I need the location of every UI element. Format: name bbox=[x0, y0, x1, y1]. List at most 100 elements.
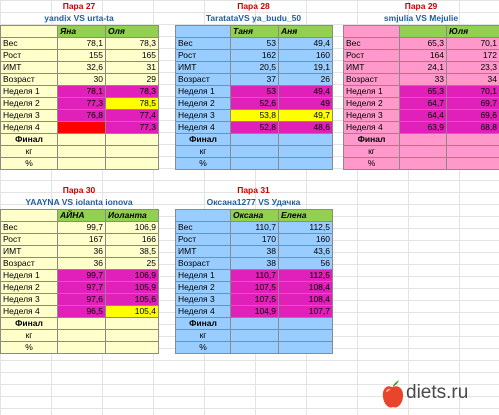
row-label[interactable]: Неделя 1 bbox=[0, 269, 58, 282]
value-cell[interactable] bbox=[57, 133, 106, 146]
row-label[interactable]: Неделя 3 bbox=[0, 293, 58, 306]
row-label[interactable]: Неделя 2 bbox=[0, 281, 58, 294]
header-corner[interactable] bbox=[175, 25, 231, 38]
value-cell[interactable]: 70,1 bbox=[446, 37, 499, 50]
value-cell[interactable]: 53 bbox=[230, 37, 279, 50]
value-cell[interactable] bbox=[57, 157, 106, 170]
row-label[interactable]: кг bbox=[175, 329, 231, 342]
row-label[interactable]: Неделя 3 bbox=[175, 293, 231, 306]
value-cell[interactable]: 65,3 bbox=[399, 37, 447, 50]
value-cell[interactable] bbox=[105, 329, 159, 342]
value-cell[interactable] bbox=[57, 341, 106, 354]
value-cell[interactable]: 167 bbox=[57, 233, 106, 246]
value-cell[interactable]: 99,7 bbox=[57, 269, 106, 282]
row-label[interactable]: Неделя 1 bbox=[175, 269, 231, 282]
value-cell[interactable] bbox=[278, 341, 333, 354]
row-label[interactable]: ИМТ bbox=[175, 61, 231, 74]
row-label[interactable]: Рост bbox=[0, 49, 58, 62]
value-cell[interactable]: 63,9 bbox=[399, 121, 447, 134]
row-label[interactable]: кг bbox=[175, 145, 231, 158]
value-cell[interactable]: 105,9 bbox=[105, 281, 159, 294]
row-label[interactable]: ИМТ bbox=[175, 245, 231, 258]
value-cell[interactable]: 78,5 bbox=[105, 97, 159, 110]
row-label[interactable]: Неделя 1 bbox=[175, 85, 231, 98]
value-cell[interactable]: 52,6 bbox=[230, 97, 279, 110]
participant-name[interactable]: Яна bbox=[57, 25, 106, 38]
value-cell[interactable]: 99,7 bbox=[57, 221, 106, 234]
row-label[interactable]: Рост bbox=[175, 49, 231, 62]
row-label[interactable]: Финал bbox=[175, 317, 231, 330]
value-cell[interactable]: 106,9 bbox=[105, 221, 159, 234]
row-label[interactable]: Возраст bbox=[175, 73, 231, 86]
value-cell[interactable]: 20,5 bbox=[230, 61, 279, 74]
value-cell[interactable] bbox=[230, 133, 279, 146]
value-cell[interactable]: 38 bbox=[230, 245, 279, 258]
value-cell[interactable]: 34 bbox=[446, 73, 499, 86]
value-cell[interactable]: 78,1 bbox=[57, 85, 106, 98]
value-cell[interactable]: 77,3 bbox=[105, 121, 159, 134]
row-label[interactable]: Вес bbox=[0, 37, 58, 50]
value-cell[interactable]: 164 bbox=[399, 49, 447, 62]
row-label[interactable]: % bbox=[175, 157, 231, 170]
row-label[interactable]: % bbox=[175, 341, 231, 354]
value-cell[interactable]: 49 bbox=[278, 97, 333, 110]
value-cell[interactable]: 107,7 bbox=[278, 305, 333, 318]
value-cell[interactable]: 49,4 bbox=[278, 37, 333, 50]
row-label[interactable]: Рост bbox=[175, 233, 231, 246]
value-cell[interactable]: 78,3 bbox=[105, 37, 159, 50]
value-cell[interactable]: 162 bbox=[230, 49, 279, 62]
participant-name[interactable]: Оля bbox=[105, 25, 159, 38]
value-cell[interactable]: 23,3 bbox=[446, 61, 499, 74]
value-cell[interactable]: 78,1 bbox=[57, 37, 106, 50]
row-label[interactable]: % bbox=[343, 157, 400, 170]
row-label[interactable]: кг bbox=[0, 145, 58, 158]
row-label[interactable]: ИМТ bbox=[343, 61, 400, 74]
row-label[interactable]: Неделя 2 bbox=[0, 97, 58, 110]
value-cell[interactable]: 24,1 bbox=[399, 61, 447, 74]
value-cell[interactable]: 170 bbox=[230, 233, 279, 246]
row-label[interactable]: Неделя 4 bbox=[175, 121, 231, 134]
value-cell[interactable]: 65,3 bbox=[399, 85, 447, 98]
value-cell[interactable]: 30 bbox=[57, 73, 106, 86]
value-cell[interactable]: 77,3 bbox=[57, 97, 106, 110]
value-cell[interactable] bbox=[105, 341, 159, 354]
value-cell[interactable]: 38,5 bbox=[105, 245, 159, 258]
value-cell[interactable] bbox=[446, 157, 499, 170]
row-label[interactable]: % bbox=[0, 341, 58, 354]
value-cell[interactable]: 49,4 bbox=[278, 85, 333, 98]
value-cell[interactable] bbox=[57, 329, 106, 342]
value-cell[interactable] bbox=[105, 133, 159, 146]
value-cell[interactable] bbox=[230, 341, 279, 354]
value-cell[interactable]: 107,5 bbox=[230, 281, 279, 294]
value-cell[interactable]: 69,6 bbox=[446, 109, 499, 122]
row-label[interactable]: Финал bbox=[0, 133, 58, 146]
value-cell[interactable]: 160 bbox=[278, 233, 333, 246]
value-cell[interactable] bbox=[399, 145, 447, 158]
value-cell[interactable]: 68,8 bbox=[446, 121, 499, 134]
value-cell[interactable]: 97,7 bbox=[57, 281, 106, 294]
value-cell[interactable]: 108,4 bbox=[278, 293, 333, 306]
row-label[interactable]: Неделя 4 bbox=[175, 305, 231, 318]
value-cell[interactable]: 110,7 bbox=[230, 221, 279, 234]
value-cell[interactable] bbox=[446, 133, 499, 146]
value-cell[interactable]: 96,5 bbox=[57, 305, 106, 318]
header-corner[interactable] bbox=[175, 209, 231, 222]
value-cell[interactable] bbox=[105, 145, 159, 158]
value-cell[interactable]: 29 bbox=[105, 73, 159, 86]
value-cell[interactable] bbox=[57, 145, 106, 158]
value-cell[interactable]: 77,4 bbox=[105, 109, 159, 122]
participant-name[interactable]: АЙНА bbox=[57, 209, 106, 222]
value-cell[interactable]: 78,3 bbox=[105, 85, 159, 98]
row-label[interactable]: Финал bbox=[0, 317, 58, 330]
value-cell[interactable]: 165 bbox=[105, 49, 159, 62]
value-cell[interactable] bbox=[278, 317, 333, 330]
value-cell[interactable]: 69,7 bbox=[446, 97, 499, 110]
value-cell[interactable]: 166 bbox=[105, 233, 159, 246]
value-cell[interactable]: 33 bbox=[399, 73, 447, 86]
value-cell[interactable]: 106,9 bbox=[105, 269, 159, 282]
row-label[interactable]: % bbox=[0, 157, 58, 170]
row-label[interactable]: Финал bbox=[175, 133, 231, 146]
row-label[interactable]: Возраст bbox=[175, 257, 231, 270]
value-cell[interactable] bbox=[57, 317, 106, 330]
value-cell[interactable]: 53 bbox=[230, 85, 279, 98]
